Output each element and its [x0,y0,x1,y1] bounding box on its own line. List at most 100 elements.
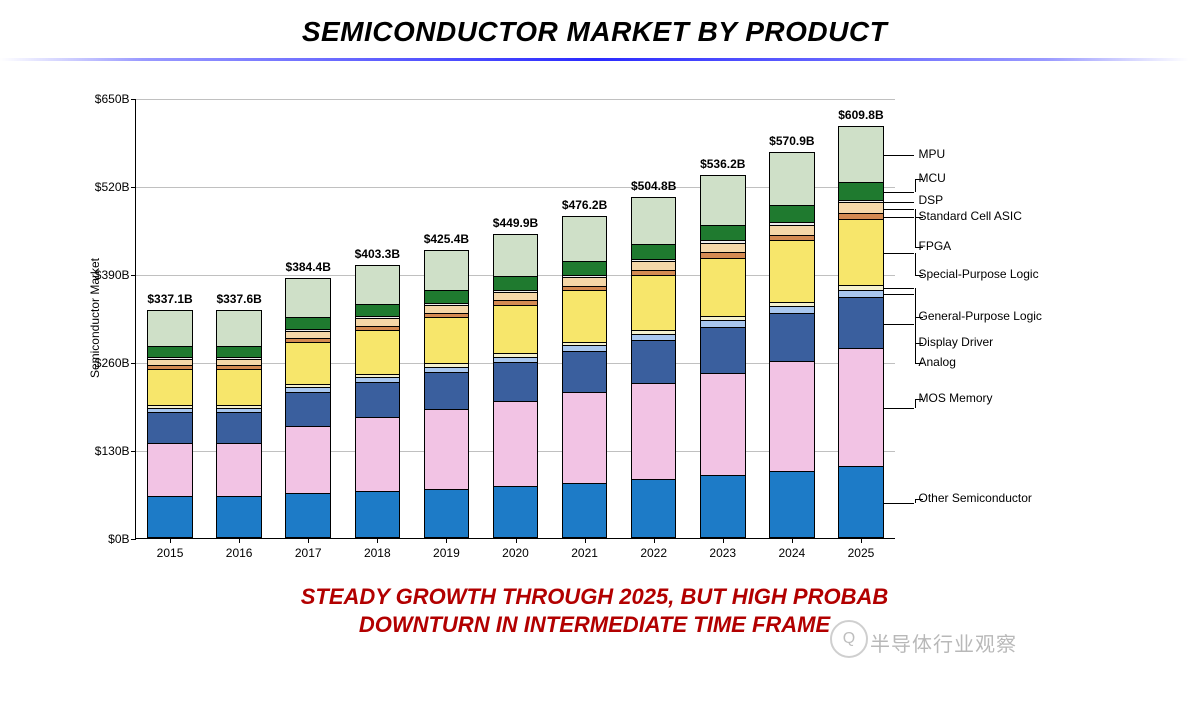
bar-total-label: $536.2B [700,157,745,175]
bar-segment [493,486,539,538]
bar-segment [562,483,608,539]
legend-pointer [915,324,916,363]
legend-pointer [915,499,923,500]
y-tick-label: $520B [95,180,136,194]
legend-item: General-Purpose Logic [919,310,1042,324]
x-tick-label: 2021 [571,538,598,560]
bar-total-label: $609.8B [838,108,883,126]
bar-segment [424,409,470,488]
bar-segment [769,306,815,313]
bar-segment [493,362,539,401]
bar-segment [631,383,677,479]
bar-segment [424,489,470,538]
legend-item: Standard Cell ASIC [919,210,1022,224]
bar-segment [216,346,262,357]
bar-segment [631,261,677,270]
bar: $337.1B [147,310,193,538]
y-axis-title: Semiconductor Market [88,248,102,388]
bar-segment [769,471,815,538]
bar-segment [838,219,884,285]
legend-pointer [915,179,923,180]
legend-item: MCU [919,172,946,186]
legend-pointer [883,217,915,218]
legend-pointer [883,209,915,210]
bar-segment [424,250,470,290]
bar-segment [838,182,884,200]
bar-total-label: $449.9B [493,216,538,234]
x-tick-label: 2020 [502,538,529,560]
bar-segment [562,351,608,392]
x-tick-label: 2019 [433,538,460,560]
legend-pointer [915,399,923,400]
bar-segment [355,382,401,417]
x-tick-label: 2022 [640,538,667,560]
bar-total-label: $403.3B [355,247,400,265]
bar-segment [700,373,746,475]
bar-segment [147,369,193,406]
bar: $384.4B [285,278,331,538]
bar: $403.3B [355,265,401,538]
legend-item: Display Driver [919,336,994,350]
bar-segment [838,126,884,182]
y-tick-label: $130B [95,444,136,458]
bar-segment [700,225,746,241]
bar-segment [493,276,539,290]
legend-pointer [883,294,915,295]
bar: $449.9B [493,234,539,538]
legend-pointer [915,217,916,247]
bar-segment [838,348,884,466]
bar-segment [355,265,401,304]
chart-area: $0B$130B$260B$390B$520B$650B2015$337.1B2… [75,89,1115,569]
bar-segment [700,327,746,373]
bar-segment [216,359,262,366]
bar: $609.8B [838,126,884,538]
x-tick-label: 2024 [779,538,806,560]
bar: $504.8B [631,197,677,538]
page-title: SEMICONDUCTOR MARKET BY PRODUCT [0,0,1189,48]
x-tick-label: 2017 [295,538,322,560]
legend-pointer [915,179,916,192]
bar-segment [769,152,815,205]
bar-segment [838,297,884,348]
bar-total-label: $570.9B [769,134,814,152]
bar-segment [216,310,262,346]
bar-total-label: $425.4B [424,232,469,250]
bar-segment [147,359,193,366]
legend-item: FPGA [919,240,952,254]
bar: $337.6B [216,310,262,538]
bar-segment [700,258,746,316]
bar: $570.9B [769,152,815,538]
legend-pointer [883,202,915,203]
bar-segment [285,493,331,538]
plot-region: $0B$130B$260B$390B$520B$650B2015$337.1B2… [135,99,895,539]
legend-pointer [883,155,915,156]
bar-segment [769,313,815,362]
legend-pointer [915,399,916,408]
watermark-text: 半导体行业观察 [870,628,1017,657]
bar-segment [838,290,884,297]
legend-pointer [915,217,923,218]
bar-segment [355,304,401,316]
legend: MPUMCUDSPStandard Cell ASICFPGASpecial-P… [905,99,1115,539]
bar-segment [769,240,815,302]
legend-pointer [883,192,915,193]
x-tick-label: 2015 [157,538,184,560]
x-tick-label: 2016 [226,538,253,560]
legend-item: MOS Memory [919,392,993,406]
bar-segment [493,401,539,486]
bar-segment [631,244,677,259]
bar-segment [285,392,331,426]
legend-pointer [915,317,923,318]
bar-segment [355,491,401,538]
bar-segment [631,479,677,538]
y-tick-label: $650B [95,92,136,106]
bar-segment [424,372,470,409]
legend-item: MPU [919,148,946,162]
bar-segment [285,317,331,329]
bar-segment [216,443,262,496]
bar-segment [424,290,470,303]
bar-segment [562,392,608,482]
bar-total-label: $476.2B [562,198,607,216]
legend-item: Other Semiconductor [919,492,1032,506]
bar-segment [147,412,193,442]
